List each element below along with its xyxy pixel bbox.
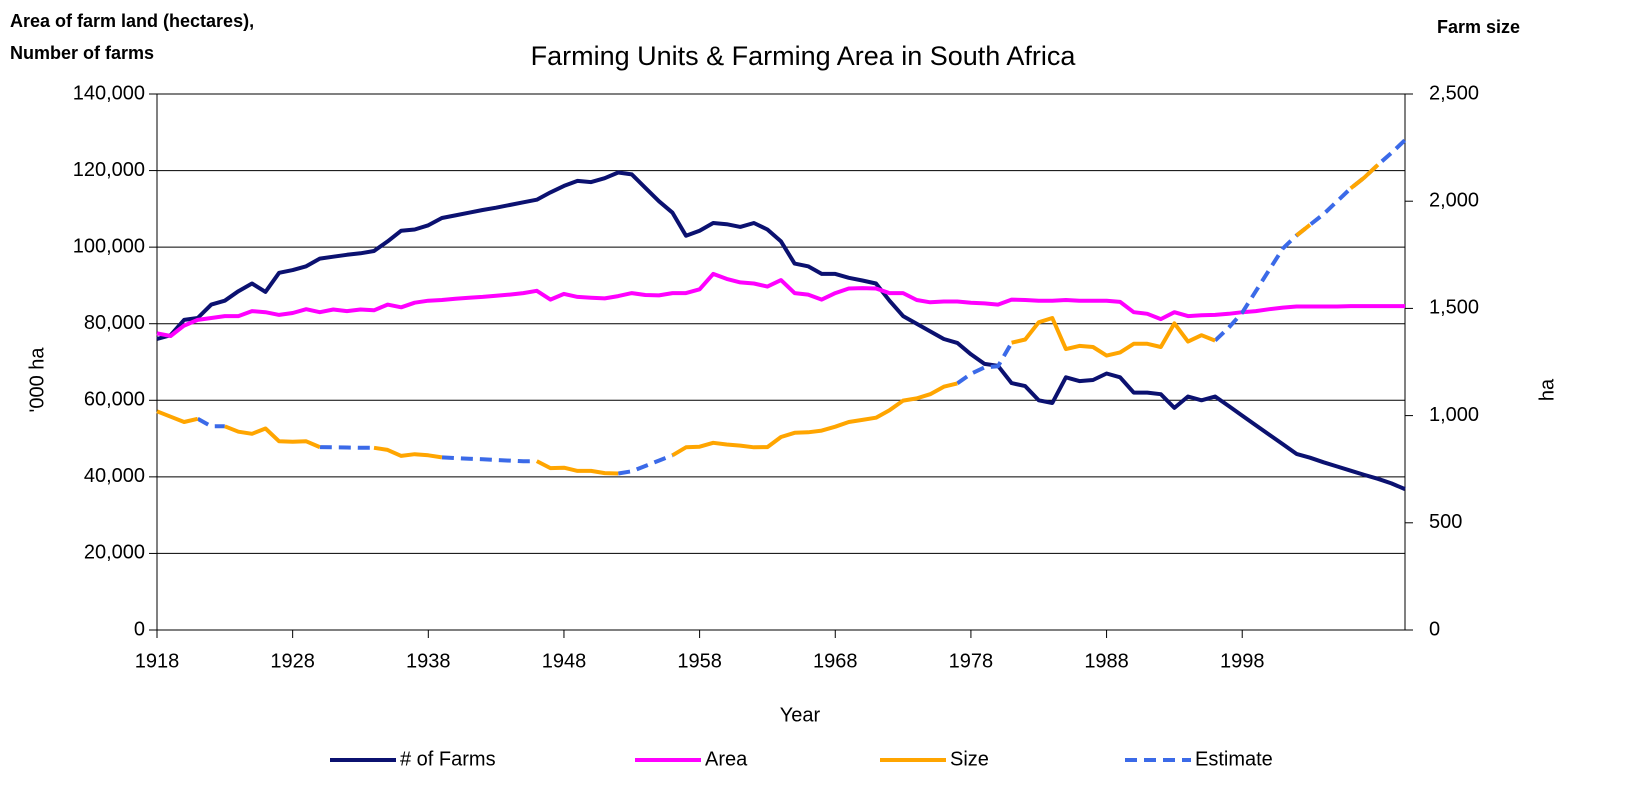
x-tick-label: 1968 xyxy=(813,650,858,672)
data-line xyxy=(196,138,1407,476)
y2-tick-label: 0 xyxy=(1429,618,1440,640)
right-heading: Farm size xyxy=(1437,17,1520,37)
y2-tick-label: 1,500 xyxy=(1429,297,1479,319)
data-line xyxy=(156,163,1380,476)
y-axis-label: '000 ha xyxy=(26,347,48,413)
legend-label: Size xyxy=(950,748,989,770)
x-tick-label: 1958 xyxy=(677,650,722,672)
y2-axis-label: ha xyxy=(1536,378,1558,401)
y-tick-label: 60,000 xyxy=(84,389,145,411)
y2-tick-label: 2,000 xyxy=(1429,189,1479,211)
y-tick-label: 140,000 xyxy=(73,82,145,104)
y-tick-label: 20,000 xyxy=(84,542,145,564)
x-tick-label: 1938 xyxy=(406,650,451,672)
y-tick-label: 100,000 xyxy=(73,235,145,257)
y-tick-label: 80,000 xyxy=(84,312,145,334)
x-tick-label: 1988 xyxy=(1084,650,1129,672)
y-tick-label: 0 xyxy=(134,618,145,640)
left-heading: Number of farms xyxy=(10,43,154,63)
legend-label: Area xyxy=(705,748,748,770)
y2-tick-label: 1,000 xyxy=(1429,404,1479,426)
y-tick-label: 40,000 xyxy=(84,465,145,487)
x-tick-label: 1928 xyxy=(270,650,315,672)
left-heading: Area of farm land (hectares), xyxy=(10,11,254,31)
x-tick-label: 1978 xyxy=(949,650,994,672)
data-line xyxy=(156,271,1405,338)
legend-label: # of Farms xyxy=(400,748,496,770)
legend-label: Estimate xyxy=(1195,748,1273,770)
x-axis-label: Year xyxy=(780,704,821,726)
x-tick-label: 1998 xyxy=(1220,650,1265,672)
x-tick-label: 1918 xyxy=(135,650,180,672)
data-line xyxy=(156,170,1406,491)
y-tick-label: 120,000 xyxy=(73,159,145,181)
y2-tick-label: 2,500 xyxy=(1429,82,1479,104)
chart-title: Farming Units & Farming Area in South Af… xyxy=(531,41,1077,71)
y2-tick-label: 500 xyxy=(1429,511,1462,533)
x-tick-label: 1948 xyxy=(542,650,587,672)
